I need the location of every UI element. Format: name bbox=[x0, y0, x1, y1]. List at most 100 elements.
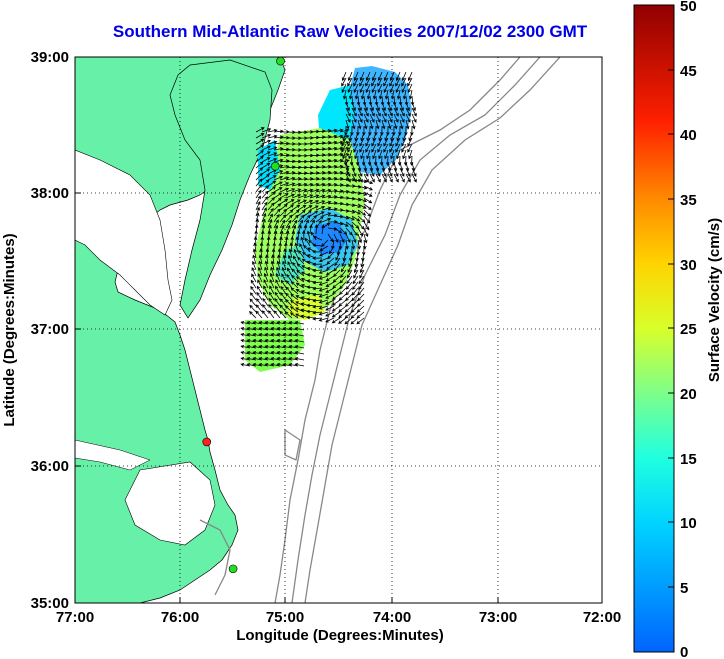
velocity-arrow bbox=[339, 275, 347, 284]
velocity-arrow bbox=[359, 263, 365, 274]
velocity-arrow bbox=[325, 275, 335, 282]
velocity-arrow bbox=[294, 320, 305, 325]
velocity-arrow bbox=[407, 137, 413, 147]
station-marker bbox=[202, 437, 212, 447]
velocity-arrow bbox=[357, 167, 363, 177]
velocity-arrow bbox=[327, 251, 335, 260]
velocity-arrow bbox=[285, 153, 296, 158]
velocity-arrow bbox=[297, 219, 304, 229]
velocity-arrow bbox=[267, 219, 273, 229]
velocity-arrow bbox=[383, 71, 389, 82]
velocity-arrow bbox=[332, 293, 341, 300]
velocity-arrow bbox=[294, 362, 305, 367]
velocity-arrow bbox=[331, 299, 341, 306]
velocity-arrow bbox=[261, 128, 272, 133]
velocity-arrow bbox=[273, 219, 279, 229]
velocity-arrow bbox=[335, 251, 341, 261]
velocity-arrow bbox=[363, 179, 374, 185]
velocity-arrow bbox=[289, 312, 299, 319]
velocity-arrow bbox=[357, 101, 362, 112]
velocity-arrow bbox=[375, 167, 381, 177]
velocity-arrow bbox=[291, 188, 302, 193]
x-tick-label: 73:00 bbox=[479, 609, 517, 626]
velocity-arrow bbox=[401, 77, 407, 87]
velocity-arrow bbox=[351, 215, 361, 222]
velocity-arrow bbox=[315, 216, 324, 223]
velocity-arrow bbox=[255, 138, 265, 145]
velocity-arrow bbox=[318, 269, 329, 274]
velocity-arrow bbox=[383, 143, 389, 153]
velocity-arrow bbox=[318, 287, 329, 292]
velocity-arrow bbox=[257, 279, 263, 289]
velocity-arrow bbox=[279, 182, 290, 187]
velocity-arrow bbox=[351, 209, 361, 215]
velocity-arrow bbox=[274, 297, 281, 307]
velocity-arrow bbox=[328, 245, 335, 255]
velocity-arrow bbox=[359, 269, 365, 279]
velocity-arrow bbox=[411, 119, 416, 130]
velocity-arrow bbox=[297, 204, 307, 211]
velocity-arrow bbox=[267, 175, 277, 181]
velocity-arrow bbox=[255, 155, 264, 163]
velocity-arrow bbox=[405, 167, 411, 177]
velocity-arrow bbox=[273, 152, 284, 157]
velocity-arrow bbox=[326, 263, 335, 270]
velocity-arrow bbox=[255, 178, 263, 187]
velocity-arrow bbox=[378, 89, 383, 100]
velocity-arrow bbox=[293, 249, 299, 259]
velocity-arrow bbox=[395, 71, 401, 82]
velocity-arrow bbox=[251, 260, 257, 271]
velocity-arrow bbox=[267, 213, 273, 223]
velocity-arrow bbox=[321, 217, 332, 223]
velocity-arrow bbox=[261, 168, 271, 175]
velocity-arrow bbox=[261, 162, 271, 169]
velocity-arrow bbox=[274, 304, 281, 313]
velocity-arrow bbox=[327, 233, 334, 243]
velocity-arrow bbox=[273, 310, 281, 319]
velocity-arrow bbox=[309, 205, 319, 211]
velocity-arrow bbox=[360, 149, 365, 160]
velocity-arrow bbox=[345, 221, 355, 228]
velocity-arrow bbox=[290, 293, 299, 301]
velocity-arrow bbox=[346, 275, 353, 285]
velocity-arrow bbox=[372, 89, 377, 100]
velocity-arrow bbox=[292, 262, 299, 271]
velocity-arrow bbox=[268, 291, 275, 301]
velocity-arrow bbox=[393, 101, 398, 112]
velocity-arrow bbox=[281, 267, 287, 277]
velocity-arrow bbox=[371, 83, 377, 93]
velocity-arrow bbox=[365, 137, 371, 147]
velocity-arrow bbox=[345, 287, 353, 296]
velocity-arrow bbox=[401, 143, 407, 153]
velocity-arrow bbox=[377, 83, 383, 93]
velocity-arrow bbox=[318, 305, 329, 310]
velocity-arrow bbox=[257, 273, 263, 283]
colorbar-tick-label: 5 bbox=[680, 580, 688, 597]
colorbar-tick-label: 45 bbox=[680, 63, 697, 80]
velocity-arrow bbox=[262, 304, 269, 313]
velocity-arrow bbox=[375, 173, 381, 183]
water-sound bbox=[124, 461, 216, 546]
velocity-arrow bbox=[294, 338, 305, 343]
velocity-arrow bbox=[366, 131, 371, 142]
map-title: Southern Mid-Atlantic Raw Velocities 200… bbox=[112, 22, 588, 41]
velocity-arrow bbox=[282, 260, 287, 271]
velocity-arrow bbox=[285, 204, 295, 211]
velocity-arrow bbox=[256, 285, 263, 295]
velocity-arrow bbox=[285, 219, 292, 229]
velocity-arrow bbox=[267, 202, 275, 211]
velocity-arrow bbox=[303, 244, 311, 253]
velocity-arrow bbox=[285, 182, 296, 187]
velocity-arrow bbox=[357, 299, 365, 307]
velocity-arrow bbox=[351, 293, 359, 302]
velocity-arrow bbox=[339, 159, 350, 163]
velocity-arrow bbox=[369, 113, 375, 123]
velocity-arrow bbox=[365, 83, 371, 93]
velocity-arrow bbox=[302, 251, 311, 259]
velocity-arrow bbox=[407, 83, 413, 93]
velocity-arrow bbox=[268, 297, 275, 307]
velocity-arrow bbox=[291, 209, 300, 217]
velocity-arrow bbox=[284, 311, 293, 319]
velocity-arrow bbox=[297, 209, 306, 217]
